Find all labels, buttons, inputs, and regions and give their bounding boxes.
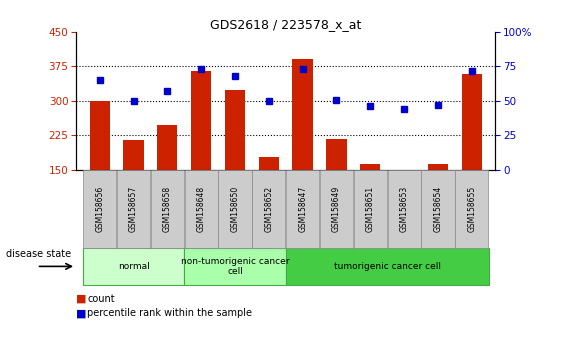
- Text: GSM158658: GSM158658: [163, 186, 172, 232]
- Text: GSM158650: GSM158650: [230, 186, 239, 232]
- Text: GSM158652: GSM158652: [264, 186, 273, 232]
- Bar: [293, 59, 313, 170]
- Bar: [428, 164, 448, 170]
- Text: GSM158653: GSM158653: [400, 186, 409, 232]
- Text: percentile rank within the sample: percentile rank within the sample: [87, 308, 252, 318]
- Text: count: count: [87, 294, 115, 304]
- Text: ■: ■: [76, 308, 87, 318]
- Text: GSM158648: GSM158648: [196, 186, 205, 232]
- Text: GSM158649: GSM158649: [332, 186, 341, 232]
- Text: tumorigenic cancer cell: tumorigenic cancer cell: [334, 262, 441, 271]
- Bar: [157, 125, 177, 170]
- Bar: [123, 140, 144, 170]
- Text: GSM158647: GSM158647: [298, 186, 307, 232]
- Bar: [90, 101, 110, 170]
- Text: GSM158657: GSM158657: [129, 186, 138, 232]
- Text: non-tumorigenic cancer
cell: non-tumorigenic cancer cell: [181, 257, 289, 276]
- Title: GDS2618 / 223578_x_at: GDS2618 / 223578_x_at: [210, 18, 361, 31]
- Text: GSM158655: GSM158655: [467, 186, 476, 232]
- Bar: [225, 90, 245, 170]
- Text: GSM158651: GSM158651: [366, 186, 375, 232]
- Bar: [258, 157, 279, 170]
- Bar: [327, 139, 347, 170]
- Bar: [360, 164, 381, 170]
- Text: GSM158654: GSM158654: [434, 186, 443, 232]
- Text: GSM158656: GSM158656: [95, 186, 104, 232]
- Bar: [462, 74, 482, 170]
- Text: normal: normal: [118, 262, 149, 271]
- Text: disease state: disease state: [6, 249, 71, 259]
- Text: ■: ■: [76, 294, 87, 304]
- Bar: [191, 71, 211, 170]
